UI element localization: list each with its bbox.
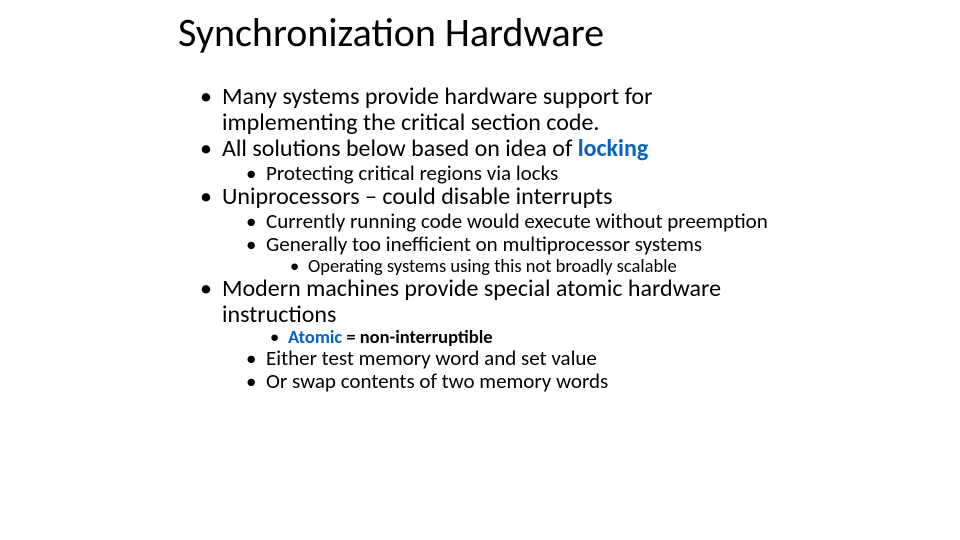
bullet-item: Currently running code would execute wit… [246, 210, 780, 233]
bullet-text: Many systems provide hardware support fo… [222, 82, 652, 137]
bullet-item: All solutions below based on idea of loc… [200, 136, 780, 185]
slide: Synchronization Hardware Many systems pr… [0, 0, 960, 540]
bullet-list-lvl2: Either test memory word and set value Or… [246, 347, 780, 392]
bullet-list-lvl3: Atomic = non-interruptible [270, 327, 780, 347]
bullet-item: Either test memory word and set value [246, 347, 780, 370]
bullet-list-lvl1: Many systems provide hardware support fo… [200, 84, 780, 393]
bullet-text: All solutions below based on idea of [222, 134, 578, 163]
bullet-item: Atomic = non-interruptible [270, 327, 780, 347]
bullet-item: Protecting critical regions via locks [246, 162, 780, 185]
keyword-locking: locking [578, 134, 649, 163]
bullet-item: Or swap contents of two memory words [246, 370, 780, 393]
bullet-list-lvl2: Currently running code would execute wit… [246, 210, 780, 275]
bullet-list-lvl2: Protecting critical regions via locks [246, 162, 780, 185]
bullet-text: Uniprocessors – could disable interrupts [222, 182, 613, 211]
bullet-item: Modern machines provide special atomic h… [200, 276, 780, 393]
slide-title: Synchronization Hardware [178, 8, 604, 57]
bullet-item: Uniprocessors – could disable interrupts… [200, 184, 780, 275]
bullet-text: Modern machines provide special atomic h… [222, 274, 721, 329]
bullet-item: Operating systems using this not broadly… [290, 256, 780, 276]
bullet-item: Generally too inefficient on multiproces… [246, 233, 780, 276]
bullet-list-lvl3: Operating systems using this not broadly… [290, 256, 780, 276]
bullet-item: Many systems provide hardware support fo… [200, 84, 780, 136]
slide-body: Many systems provide hardware support fo… [200, 84, 780, 393]
bullet-text: Or swap contents of two memory words [266, 368, 608, 394]
